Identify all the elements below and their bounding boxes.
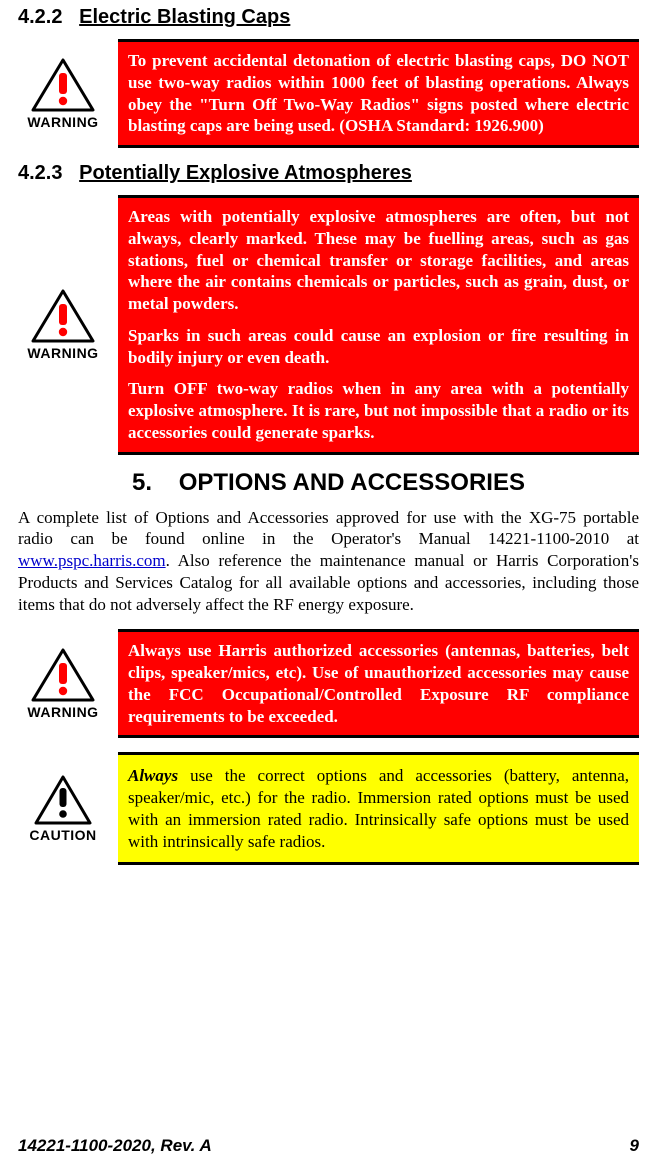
warning-block-423: WARNING Areas with potentially explosive…: [18, 195, 639, 455]
doc-id: 14221-1100-2020, Rev. A: [18, 1136, 212, 1156]
body-text-pre: A complete list of Options and Accessori…: [18, 508, 639, 549]
warning-triangle-icon: [31, 58, 95, 112]
warning-block-422: WARNING To prevent accidental detonation…: [18, 39, 639, 148]
caution-text: Always use the correct options and acces…: [128, 765, 629, 852]
page-footer: 14221-1100-2020, Rev. A 9: [18, 1136, 639, 1156]
warning-triangle-icon: [31, 289, 95, 343]
warning-text-p3: Turn OFF two-way radios when in any area…: [128, 378, 629, 443]
section-heading-422: 4.2.2 Electric Blasting Caps: [18, 6, 639, 29]
warning-block-ch5: WARNING Always use Harris authorized acc…: [18, 629, 639, 738]
warning-text: Always use Harris authorized accessories…: [128, 640, 629, 727]
chapter-number: 5.: [132, 469, 152, 496]
section-title: Potentially Explosive Atmospheres: [79, 162, 412, 184]
chapter5-body: A complete list of Options and Accessori…: [18, 507, 639, 616]
caution-block-ch5: CAUTION Always use the correct options a…: [18, 752, 639, 865]
warning-icon-label: WARNING: [18, 114, 108, 130]
chapter-title: OPTIONS AND ACCESSORIES: [179, 469, 525, 496]
warning-icon-label: WARNING: [18, 704, 108, 720]
caution-box: Always use the correct options and acces…: [118, 752, 639, 865]
warning-text-p1: Areas with potentially explosive atmosph…: [128, 206, 629, 315]
chapter-heading-5: 5. OPTIONS AND ACCESSORIES: [18, 469, 639, 497]
caution-lead-word: Always: [128, 766, 178, 785]
caution-icon-cell: CAUTION: [18, 775, 108, 843]
warning-icon-cell: WARNING: [18, 289, 108, 361]
caution-text-rest: use the correct options and accessories …: [128, 766, 629, 850]
section-title: Electric Blasting Caps: [79, 6, 290, 28]
warning-box: To prevent accidental detonation of elec…: [118, 39, 639, 148]
warning-text-p2: Sparks in such areas could cause an expl…: [128, 325, 629, 369]
harris-link[interactable]: www.pspc.harris.com: [18, 551, 166, 570]
page-number: 9: [630, 1136, 639, 1156]
caution-icon-label: CAUTION: [18, 827, 108, 843]
warning-text: To prevent accidental detonation of elec…: [128, 50, 629, 137]
section-number: 4.2.3: [18, 162, 62, 185]
warning-box: Areas with potentially explosive atmosph…: [118, 195, 639, 455]
warning-icon-label: WARNING: [18, 345, 108, 361]
warning-icon-cell: WARNING: [18, 58, 108, 130]
warning-triangle-icon: [31, 648, 95, 702]
warning-icon-cell: WARNING: [18, 648, 108, 720]
warning-box: Always use Harris authorized accessories…: [118, 629, 639, 738]
section-heading-423: 4.2.3 Potentially Explosive Atmospheres: [18, 162, 639, 185]
caution-triangle-icon: [34, 775, 92, 825]
section-number: 4.2.2: [18, 6, 62, 29]
